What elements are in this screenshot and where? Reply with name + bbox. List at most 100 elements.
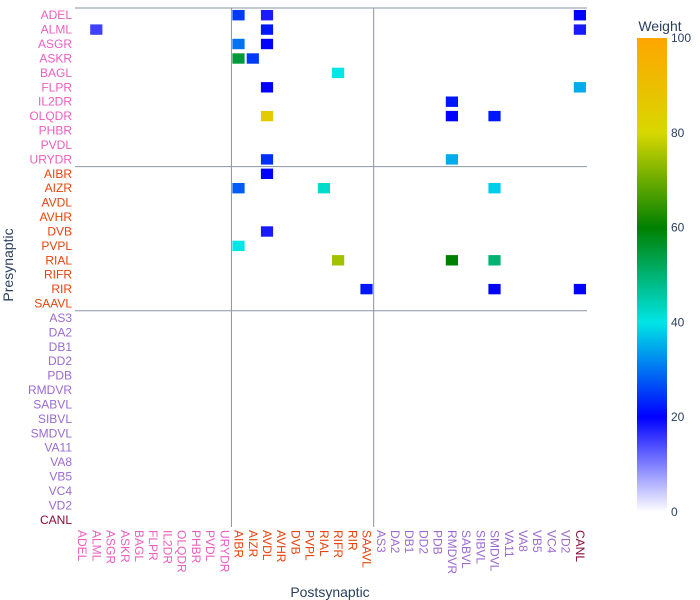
group-dividers <box>75 7 587 527</box>
y-tick-label: PDB <box>47 369 72 383</box>
y-tick-label: IL2DR <box>38 95 72 109</box>
x-tick-label: AIZR <box>246 530 260 558</box>
x-tick-label: DB1 <box>402 530 416 554</box>
y-tick-label: AVDL <box>42 196 73 210</box>
x-tick-label: PVPL <box>303 530 317 561</box>
colorbar-tick-label: 100 <box>671 31 691 45</box>
x-axis-title: Postsynaptic <box>290 584 369 600</box>
y-tick-label: RIAL <box>45 253 72 267</box>
y-tick-label: VC4 <box>49 484 73 498</box>
x-tick-label: IL2DR <box>160 530 174 564</box>
y-tick-label: PVPL <box>41 239 72 253</box>
heatmap-cell <box>360 283 373 295</box>
x-tick-label: VD2 <box>559 530 573 554</box>
heatmap-cell <box>445 154 458 165</box>
y-tick-label: SAAVL <box>34 297 72 311</box>
colorbar-tick-label: 60 <box>671 221 685 235</box>
x-tick-label: AS3 <box>374 530 388 553</box>
x-tick-label: AVDL <box>260 530 274 561</box>
colorbar-tick-label: 40 <box>671 315 685 329</box>
heatmap-cell <box>317 183 330 194</box>
colorbar-tick-label: 80 <box>671 126 685 140</box>
y-tick-label: OLQDR <box>29 109 72 123</box>
x-tick-label: SABVL <box>459 530 473 569</box>
heatmap-cell <box>232 240 245 252</box>
y-tick-label: RIR <box>51 282 72 296</box>
x-tick-label: ASKR <box>118 530 132 563</box>
y-tick-label: SABVL <box>33 398 72 412</box>
x-tick-label: SIBVL <box>473 530 487 564</box>
x-tick-label: ALML <box>89 530 103 562</box>
heatmap-cell <box>260 24 274 35</box>
y-tick-label: DB1 <box>49 340 73 354</box>
y-tick-label: DA2 <box>49 325 73 339</box>
heatmap-cells <box>90 10 586 295</box>
heatmap-cell <box>90 24 103 35</box>
x-tick-label: AVHR <box>274 530 288 563</box>
x-tick-label: SMDVL <box>488 530 502 572</box>
x-tick-label: DVB <box>288 530 302 555</box>
heatmap-cell <box>232 38 245 50</box>
x-tick-label: RIFR <box>331 530 345 558</box>
x-tick-label: RMDVR <box>445 530 459 574</box>
x-tick-label: AIBR <box>232 530 246 558</box>
x-tick-label: RIR <box>345 530 359 551</box>
y-tick-label: ASGR <box>38 37 72 51</box>
x-tick-label: DD2 <box>416 530 430 554</box>
y-tick-label: ALML <box>41 23 73 37</box>
x-tick-label: CANL <box>573 530 587 562</box>
y-tick-label: RIFR <box>44 268 72 282</box>
y-tick-label: SIBVL <box>38 412 72 426</box>
heatmap-cell <box>445 110 458 122</box>
x-tick-label: FLPR <box>146 530 160 561</box>
y-tick-label: VD2 <box>49 498 73 512</box>
heatmap-cell <box>260 154 274 165</box>
x-tick-label: VC4 <box>544 530 558 554</box>
x-tick-label: PHBR <box>189 530 203 564</box>
x-tick-label: ADEL <box>75 530 89 562</box>
colorbar <box>637 38 667 512</box>
heatmap-cell <box>573 82 586 93</box>
heatmap-cell <box>260 168 274 179</box>
y-tick-label: ADEL <box>41 8 73 22</box>
heatmap-cell <box>488 255 501 266</box>
heatmap-cell <box>573 283 586 295</box>
x-tick-label: VB5 <box>530 530 544 553</box>
y-tick-label: FLPR <box>41 80 72 94</box>
x-tick-label: BAGL <box>132 530 146 562</box>
y-tick-label: DVB <box>47 225 72 239</box>
y-tick-label: DD2 <box>48 354 72 368</box>
heatmap-cell <box>445 96 458 107</box>
colorbar-title: Weight <box>638 18 681 34</box>
heatmap-cell <box>488 110 501 122</box>
y-tick-label: AS3 <box>49 311 72 325</box>
heatmap-cell <box>332 67 345 79</box>
x-tick-label: DA2 <box>388 530 402 554</box>
y-tick-label: URYDR <box>30 152 73 166</box>
colorbar-ticks: 0 20 40 60 80 100 <box>671 31 691 519</box>
heatmap-cell <box>232 53 245 64</box>
heatmap-cell <box>573 24 586 35</box>
y-tick-label: PHBR <box>39 124 73 138</box>
y-tick-label: VA11 <box>44 441 72 455</box>
x-tick-label: SAAVL <box>360 530 374 568</box>
heatmap-cell <box>260 38 274 50</box>
heatmap-cell <box>260 226 274 237</box>
heatmap-cell <box>332 255 345 266</box>
y-tick-label: AVHR <box>40 210 73 224</box>
heatmap-cell <box>232 183 245 194</box>
y-tick-label: VA8 <box>50 455 72 469</box>
y-tick-label: BAGL <box>40 66 72 80</box>
y-tick-label: AIBR <box>44 167 72 181</box>
y-tick-label: ASKR <box>39 52 72 66</box>
x-tick-label: VA11 <box>502 530 516 558</box>
y-tick-label: VB5 <box>49 470 72 484</box>
x-tick-label: PVDL <box>203 530 217 562</box>
x-tick-label: VA8 <box>516 530 530 552</box>
y-tick-label: CANL <box>40 513 72 527</box>
y-axis-title: Presynaptic <box>0 228 16 301</box>
colorbar-tick-label: 0 <box>671 505 678 519</box>
